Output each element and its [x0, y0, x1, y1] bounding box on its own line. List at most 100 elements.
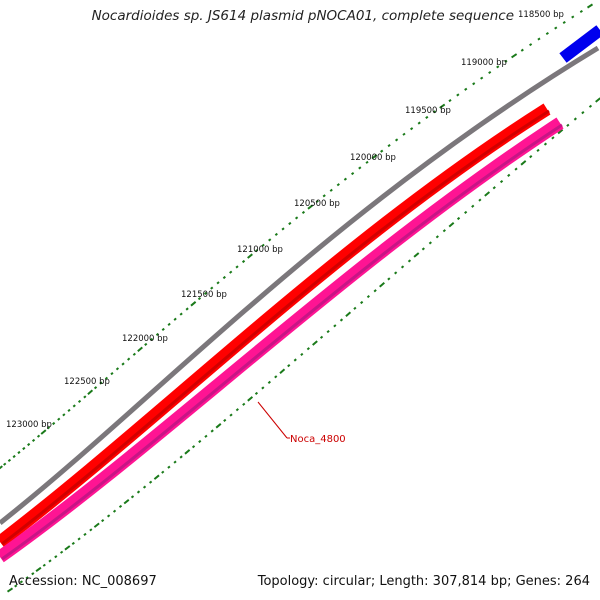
inner-minor-tick: [373, 289, 377, 293]
outer-major-tick: [247, 253, 253, 259]
inner-minor-tick: [25, 576, 29, 580]
inner-minor-tick: [267, 380, 271, 384]
outer-minor-tick: [149, 337, 154, 342]
outer-major-tick: [190, 301, 197, 307]
inner-minor-tick: [360, 300, 364, 305]
outer-minor-tick: [173, 317, 177, 321]
outer-minor-tick: [132, 352, 136, 356]
outer-minor-tick: [472, 82, 476, 86]
inner-major-tick: [35, 566, 42, 573]
outer-minor-tick: [562, 20, 566, 24]
inner-minor-tick: [428, 241, 432, 245]
inner-minor-tick: [118, 504, 123, 509]
outer-minor-tick: [417, 121, 421, 125]
inner-major-tick: [413, 252, 420, 258]
inner-minor-tick: [507, 173, 511, 177]
outer-minor-tick: [46, 426, 51, 430]
tick-label: 122500 bp: [64, 377, 110, 387]
backbone-track: [0, 45, 600, 525]
inner-major-tick: [345, 311, 352, 317]
inner-minor-tick: [499, 179, 504, 184]
inner-minor-tick: [442, 229, 446, 233]
tick-label: 119000 bp: [461, 58, 507, 68]
outer-minor-tick: [281, 227, 285, 231]
gene-label-noca-4800: Noca_4800: [290, 434, 346, 445]
inner-minor-tick: [136, 490, 141, 494]
inner-minor-tick: [112, 509, 117, 513]
outer-minor-tick: [395, 138, 399, 142]
outer-minor-tick: [358, 166, 362, 170]
inner-minor-tick: [83, 532, 87, 536]
inner-minor-tick: [106, 514, 111, 518]
outer-minor-tick: [31, 438, 36, 442]
inner-minor-tick: [242, 402, 246, 406]
outer-minor-tick: [322, 194, 326, 198]
inner-minor-tick: [456, 216, 461, 221]
inner-minor-tick: [573, 117, 577, 121]
outer-minor-tick: [579, 9, 583, 13]
inner-minor-tick: [333, 324, 337, 328]
inner-minor-tick: [353, 306, 357, 310]
inner-minor-tick: [407, 259, 412, 263]
tick-label: 120000 bp: [350, 153, 396, 163]
gene-callout-line: [257, 401, 288, 439]
inner-minor-tick: [235, 408, 239, 412]
outer-minor-tick: [93, 386, 98, 390]
outer-minor-tick: [410, 127, 414, 131]
inner-minor-tick: [287, 364, 291, 368]
inner-minor-tick: [514, 167, 518, 171]
outer-minor-tick: [387, 144, 391, 148]
gene-red-arc-highlight: [1, 109, 550, 546]
outer-minor-tick: [425, 115, 429, 119]
accession-text: Accession: NC_008697: [9, 574, 157, 589]
outer-minor-tick: [268, 238, 272, 242]
tick-label: 123000 bp: [6, 420, 52, 430]
outer-minor-tick: [235, 265, 239, 269]
tick-label: 121500 bp: [181, 290, 227, 300]
outer-minor-tick: [380, 149, 384, 153]
tick-label: 122000 bp: [122, 334, 168, 344]
inner-major-tick: [123, 499, 130, 505]
outer-minor-tick: [22, 446, 26, 451]
inner-minor-tick: [142, 485, 147, 489]
outer-minor-tick: [496, 65, 500, 69]
inner-tick-marks: [6, 97, 600, 593]
inner-minor-tick: [19, 580, 23, 584]
inner-minor-tick: [149, 480, 153, 484]
inner-minor-tick: [101, 519, 105, 523]
inner-minor-tick: [394, 271, 398, 275]
inner-major-tick: [448, 221, 455, 228]
inner-minor-tick: [173, 460, 177, 464]
outer-minor-tick: [185, 307, 189, 311]
outer-minor-tick: [57, 417, 61, 421]
outer-minor-tick: [167, 322, 171, 326]
outer-minor-tick: [203, 291, 208, 295]
outer-minor-tick: [99, 381, 103, 385]
inner-minor-tick: [89, 528, 93, 532]
outer-minor-tick: [432, 110, 437, 114]
inner-minor-tick: [492, 186, 496, 190]
map-title: Nocardioides sp. JS614 plasmid pNOCA01, …: [91, 8, 514, 24]
outer-minor-tick: [488, 70, 492, 75]
outer-minor-tick: [197, 297, 202, 301]
outer-minor-tick: [448, 99, 452, 103]
outer-minor-tick: [83, 395, 87, 399]
inner-major-tick: [595, 97, 600, 103]
tick-label: 118500 bp: [518, 10, 564, 20]
outer-major-tick: [439, 103, 446, 109]
inner-minor-tick: [59, 550, 64, 554]
inner-minor-tick: [130, 495, 135, 499]
inner-major-tick: [184, 449, 191, 455]
inner-major-tick: [520, 160, 527, 166]
outer-minor-tick: [464, 87, 468, 91]
inner-minor-tick: [48, 559, 52, 563]
outer-minor-tick: [62, 413, 66, 417]
outer-minor-tick: [72, 404, 76, 408]
outer-minor-tick: [504, 59, 508, 63]
outer-minor-tick: [329, 188, 333, 192]
outer-minor-tick: [274, 232, 278, 236]
outer-minor-tick: [315, 199, 319, 203]
gene-blue-arc: [559, 25, 600, 63]
inner-minor-tick: [293, 358, 297, 362]
